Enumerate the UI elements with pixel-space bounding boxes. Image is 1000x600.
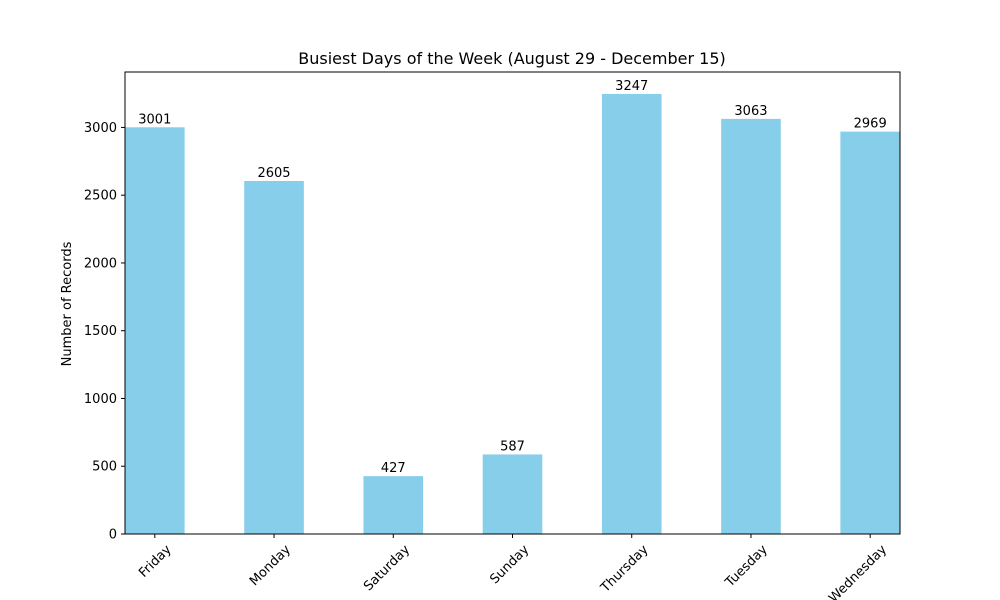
x-axis: Friday Monday Saturday Sunday Thursday Tuesda… <box>136 534 890 600</box>
x-tick-label-saturday: Saturday <box>361 542 413 594</box>
bar-saturday <box>363 476 424 534</box>
chart-title: Busiest Days of the Week (August 29 - De… <box>298 49 726 68</box>
x-tick-label-wednesday: Wednesday <box>826 542 890 600</box>
data-label-sunday: 587 <box>500 439 525 454</box>
y-tick-label: 0 <box>109 528 117 543</box>
bar-sunday <box>482 454 543 534</box>
y-tick-label: 1000 <box>84 392 117 407</box>
x-tick-label-sunday: Sunday <box>487 542 532 587</box>
y-tick-label: 2500 <box>84 189 117 204</box>
data-label-wednesday: 2969 <box>854 117 887 132</box>
plot-frame <box>124 71 901 535</box>
data-label-tuesday: 3063 <box>734 104 767 119</box>
y-axis-label: Number of Records <box>60 241 75 366</box>
bars-group: 3001 2605 427 587 3247 3063 2969 <box>125 79 900 535</box>
data-label-monday: 2605 <box>257 166 290 181</box>
bar-thursday <box>601 93 662 534</box>
y-tick-label: 2000 <box>84 256 117 271</box>
x-tick-label-thursday: Thursday <box>597 542 651 596</box>
y-tick-label: 1500 <box>84 324 117 339</box>
data-label-friday: 3001 <box>138 112 171 127</box>
bar-monday <box>244 180 304 534</box>
bar-friday <box>125 127 185 534</box>
data-label-saturday: 427 <box>381 461 406 476</box>
y-tick-label: 3000 <box>84 121 117 136</box>
x-tick-label-friday: Friday <box>136 542 175 581</box>
bar-tuesday <box>721 118 781 534</box>
x-tick-label-tuesday: Tuesday <box>722 542 771 591</box>
y-axis: 0 500 1000 1500 2000 2500 3000 <box>84 121 125 543</box>
bar-wednesday <box>840 131 900 535</box>
data-label-thursday: 3247 <box>615 79 648 94</box>
y-tick-label: 500 <box>92 460 117 475</box>
x-tick-label-monday: Monday <box>247 542 294 589</box>
